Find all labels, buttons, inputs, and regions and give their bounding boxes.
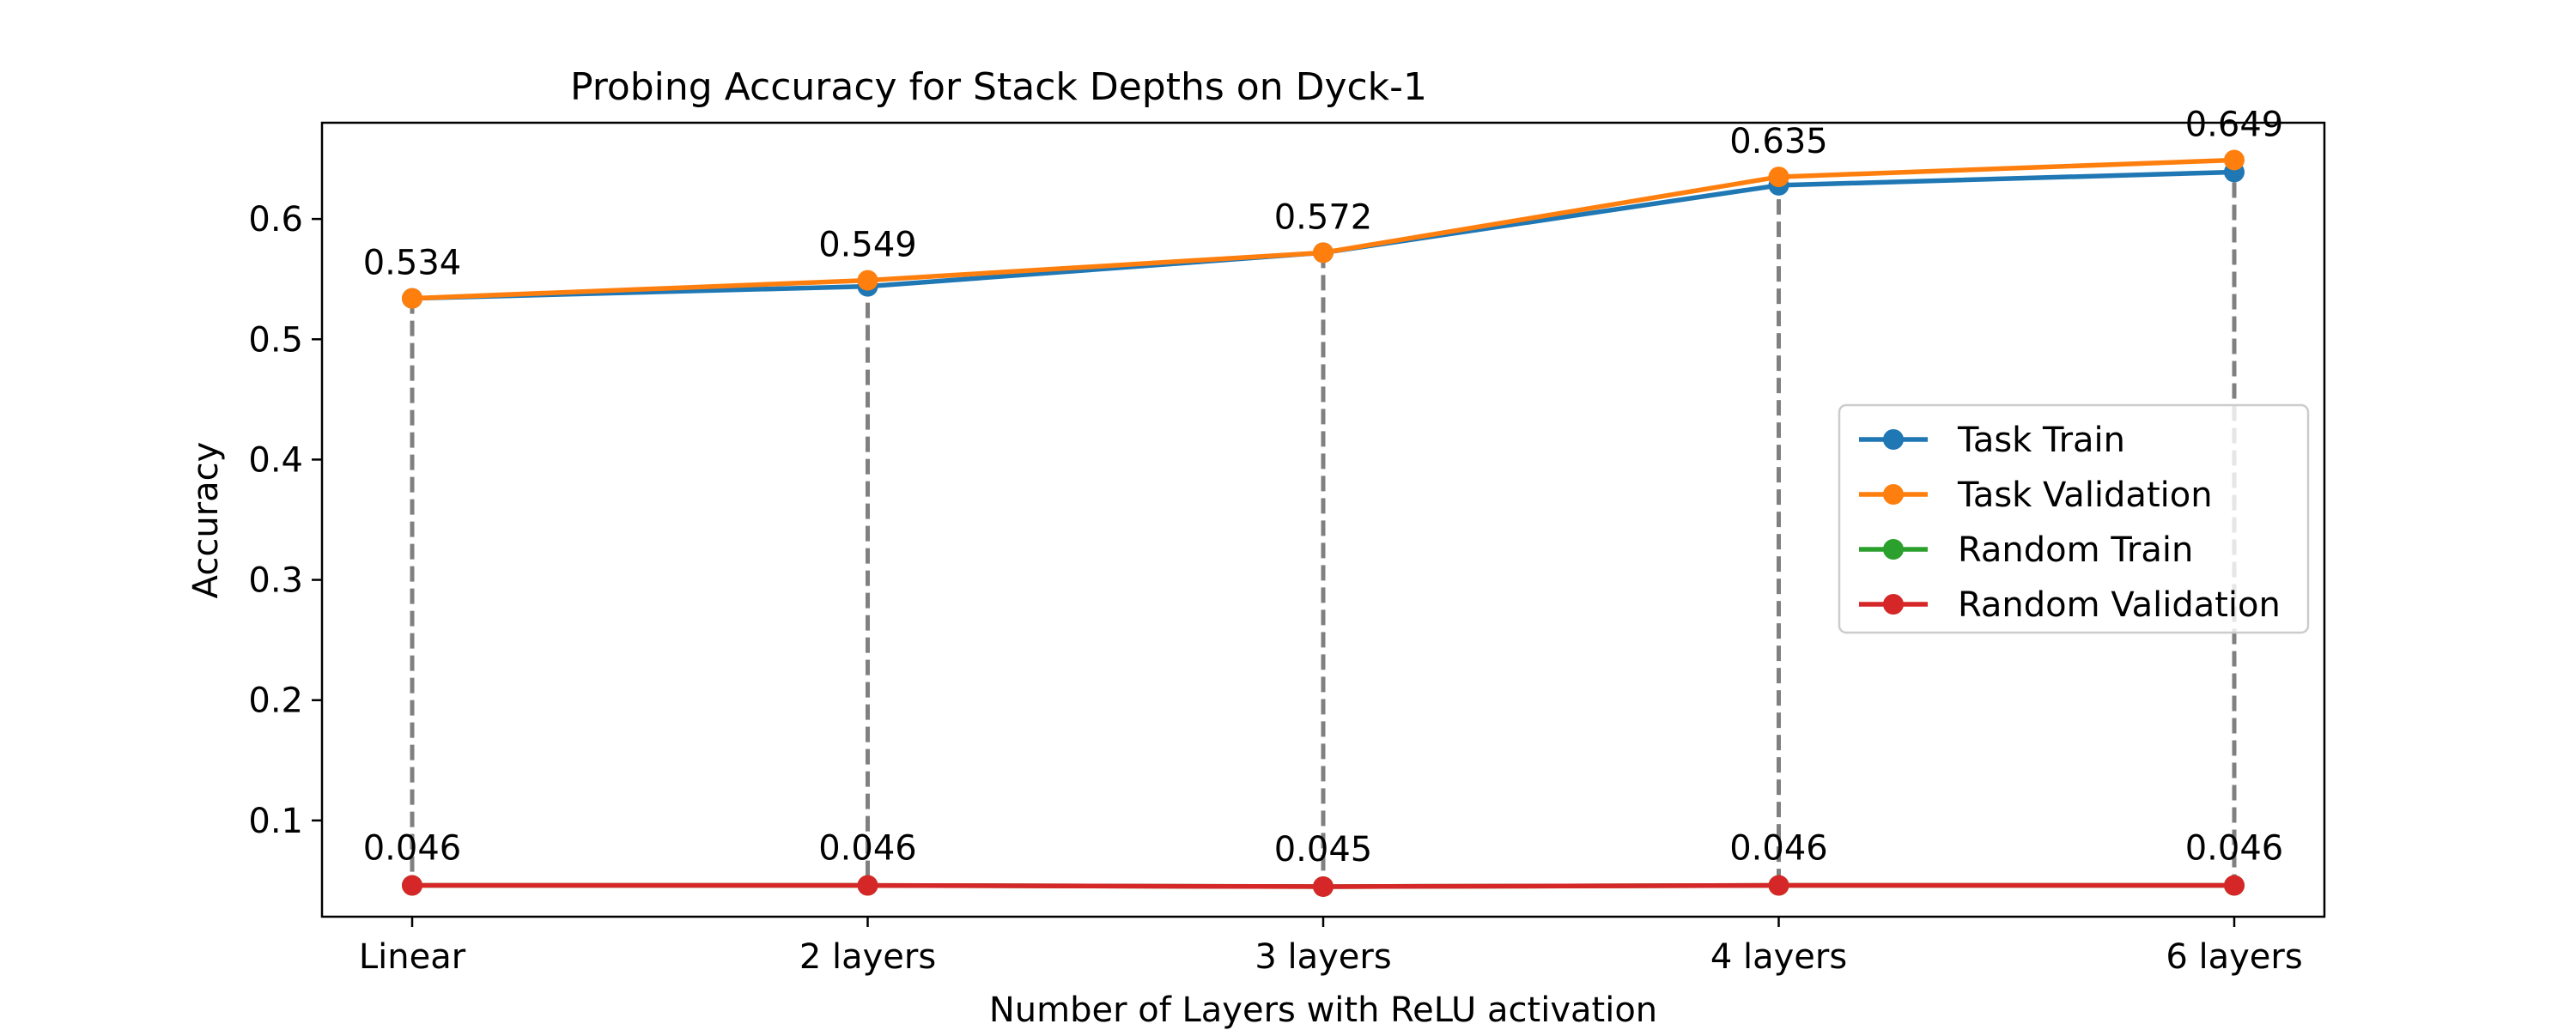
x-tick-label-2: 3 layers bbox=[1255, 937, 1391, 977]
y-tick-label-4: 0.5 bbox=[248, 320, 303, 360]
y-axis: 0.1 0.2 0.3 0.4 0.5 0.6 bbox=[248, 200, 322, 841]
legend-marker-1 bbox=[1883, 484, 1904, 505]
series-point-3-4 bbox=[2224, 875, 2245, 896]
y-tick-label-2: 0.3 bbox=[248, 561, 303, 601]
y-tick-label-3: 0.4 bbox=[248, 440, 303, 480]
series-point-3-3 bbox=[1768, 875, 1789, 896]
series-random-validation bbox=[402, 875, 2245, 897]
x-tick-label-0: Linear bbox=[359, 937, 466, 977]
x-tick-label-4: 6 layers bbox=[2166, 937, 2302, 977]
series-point-3-1 bbox=[857, 875, 878, 896]
connector-lines bbox=[410, 160, 2237, 887]
series-task-validation bbox=[402, 149, 2245, 309]
data-label-top-4: 0.649 bbox=[2185, 105, 2284, 144]
legend-label-3: Random Validation bbox=[1958, 585, 2281, 625]
chart-title: Probing Accuracy for Stack Depths on Dyc… bbox=[570, 65, 1427, 109]
data-label-bottom-2: 0.045 bbox=[1274, 830, 1373, 869]
x-axis-label: Number of Layers with ReLU activation bbox=[989, 991, 1657, 1030]
series-point-1-0 bbox=[402, 288, 422, 309]
legend-marker-3 bbox=[1883, 594, 1904, 615]
legend: Task Train Task Validation Random Train Ran… bbox=[1838, 403, 2310, 634]
data-label-top-1: 0.549 bbox=[818, 226, 917, 265]
legend-box bbox=[1838, 403, 2310, 634]
x-tick-label-1: 2 layers bbox=[799, 937, 936, 977]
series-point-3-2 bbox=[1313, 876, 1334, 897]
series-point-3-0 bbox=[402, 875, 422, 896]
data-label-bottom-4: 0.046 bbox=[2185, 829, 2284, 869]
x-tick-label-3: 4 layers bbox=[1710, 937, 1847, 977]
data-label-top-0: 0.534 bbox=[363, 244, 462, 283]
y-tick-label-0: 0.1 bbox=[248, 802, 303, 841]
y-tick-label-1: 0.2 bbox=[248, 682, 303, 721]
data-label-bottom-3: 0.046 bbox=[1729, 829, 1828, 869]
x-axis: Linear 2 layers 3 layers 4 layers 6 layers bbox=[359, 917, 2303, 977]
data-label-bottom-1: 0.046 bbox=[818, 829, 917, 869]
y-axis-label: Accuracy bbox=[186, 442, 226, 599]
series-point-1-4 bbox=[2224, 149, 2245, 171]
legend-label-1: Task Validation bbox=[1957, 476, 2213, 515]
series-point-1-1 bbox=[857, 270, 878, 291]
data-label-bottom-0: 0.046 bbox=[363, 829, 462, 869]
data-label-top-2: 0.572 bbox=[1274, 197, 1373, 237]
data-labels: 0.534 0.549 0.572 0.635 0.649 0.046 0.046 0.045… bbox=[363, 105, 2284, 869]
series-layer bbox=[402, 149, 2245, 897]
series-point-1-3 bbox=[1768, 167, 1789, 188]
legend-marker-0 bbox=[1883, 429, 1904, 450]
legend-marker-2 bbox=[1883, 539, 1904, 560]
legend-label-2: Random Train bbox=[1958, 530, 2193, 570]
series-point-1-2 bbox=[1313, 242, 1334, 264]
data-label-top-3: 0.635 bbox=[1729, 122, 1828, 161]
y-tick-label-5: 0.6 bbox=[248, 200, 303, 239]
legend-label-0: Task Train bbox=[1957, 421, 2125, 460]
